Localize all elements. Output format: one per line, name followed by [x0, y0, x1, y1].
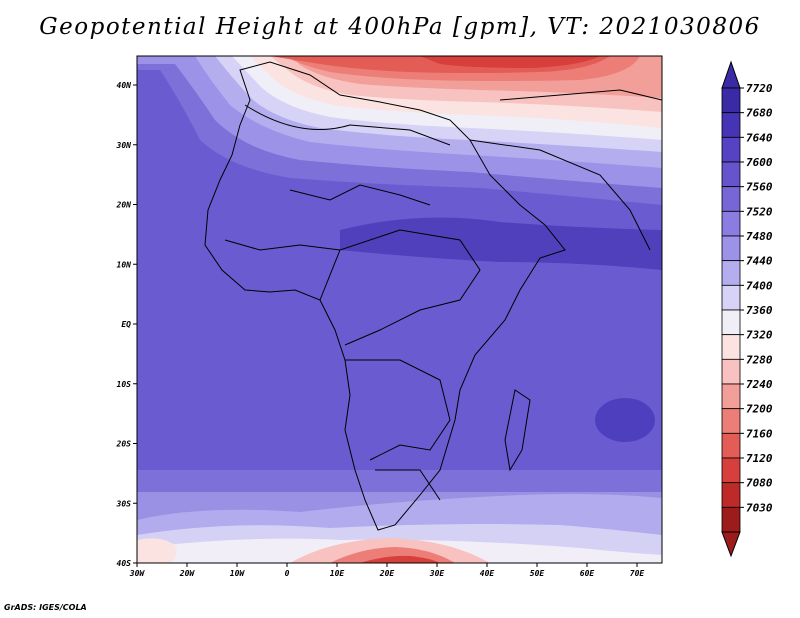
colorbar-label: 7280: [746, 353, 773, 366]
lat-label: 20N: [116, 201, 132, 210]
colorbar-label: 7360: [746, 304, 773, 317]
lat-label: EQ: [121, 320, 131, 329]
colorbar-label: 7600: [746, 156, 773, 169]
colorbar-label: 7240: [746, 378, 773, 391]
colorbar-label: 7480: [746, 230, 773, 243]
colorbar-swatch: [721, 87, 741, 114]
colorbar: [721, 60, 741, 558]
lat-label: 30N: [116, 141, 132, 150]
lon-label: 30W: [129, 569, 146, 578]
colorbar-swatch: [721, 506, 741, 533]
colorbar-swatch: [721, 432, 741, 459]
colorbar-swatch: [721, 334, 741, 360]
lat-label: 40S: [117, 559, 132, 568]
colorbar-swatch: [721, 235, 741, 262]
longitude-labels: 30W 20W 10W 0 10E 20E 30E 40E 50E 60E 70E: [129, 569, 645, 578]
map-title: Geopotential Height at 400hPa [gpm], VT:…: [39, 14, 761, 40]
colorbar-swatch: [721, 284, 741, 311]
lon-label: 20E: [379, 569, 395, 578]
colorbar-labels: 7720 7680 7640 7600 7560 7520 7480 7440 7400 7360…: [740, 82, 773, 514]
colorbar-swatch: [721, 112, 741, 138]
axis-ticks: [133, 84, 638, 567]
map-frame: [136, 55, 663, 564]
colorbar-swatch: [721, 136, 741, 163]
colorbar-swatch: [721, 210, 741, 237]
colorbar-swatch: [721, 383, 741, 410]
lon-label: 60E: [580, 569, 595, 578]
lon-label: 30E: [429, 569, 445, 578]
colorbar-label: 7520: [746, 205, 773, 218]
colorbar-label: 7160: [746, 427, 773, 440]
colorbar-max-arrow: [721, 60, 741, 89]
grads-credit: GrADS: IGES/COLA: [4, 603, 87, 612]
lat-label: 10N: [117, 260, 132, 269]
colorbar-min-arrow: [721, 531, 741, 558]
lat-label: 20S: [116, 440, 132, 449]
colorbar-label: 7120: [746, 452, 773, 465]
lat-label: 30S: [116, 499, 132, 508]
colorbar-label: 7200: [746, 403, 773, 416]
height-field: [137, 56, 662, 563]
coastlines: [204, 61, 662, 531]
colorbar-swatch: [721, 457, 741, 484]
colorbar-swatch: [721, 408, 741, 434]
colorbar-label: 7560: [746, 181, 773, 194]
colorbar-swatch: [721, 161, 741, 188]
colorbar-label: 7680: [746, 107, 773, 120]
colorbar-label: 7400: [746, 279, 773, 292]
lon-label: 50E: [530, 569, 545, 578]
latitude-labels: 40N 30N 20N 10N EQ 10S 20S 30S 40S: [116, 81, 132, 568]
colorbar-label: 7030: [746, 501, 773, 514]
lat-label: 10S: [117, 380, 132, 389]
lon-label: 20W: [179, 569, 196, 578]
geopotential-map-figure: 40N 30N 20N 10N EQ 10S 20S 30S 40S 30W 20W 10W 0 10E…: [116, 55, 773, 578]
colorbar-swatch: [721, 309, 741, 336]
lon-label: 0: [285, 569, 290, 578]
lon-label: 10W: [230, 569, 246, 578]
colorbar-swatch: [721, 358, 741, 385]
colorbar-label: 7720: [746, 82, 773, 95]
lat-label: 40N: [117, 81, 132, 90]
colorbar-swatch: [721, 186, 741, 212]
colorbar-swatch: [721, 260, 741, 286]
lon-label: 70E: [630, 569, 645, 578]
lon-label: 40E: [480, 569, 495, 578]
colorbar-label: 7080: [746, 477, 773, 490]
colorbar-label: 7640: [746, 131, 773, 144]
colorbar-label: 7440: [746, 255, 773, 268]
lon-label: 10E: [330, 569, 345, 578]
colorbar-label: 7320: [746, 329, 773, 342]
colorbar-swatch: [721, 482, 741, 508]
